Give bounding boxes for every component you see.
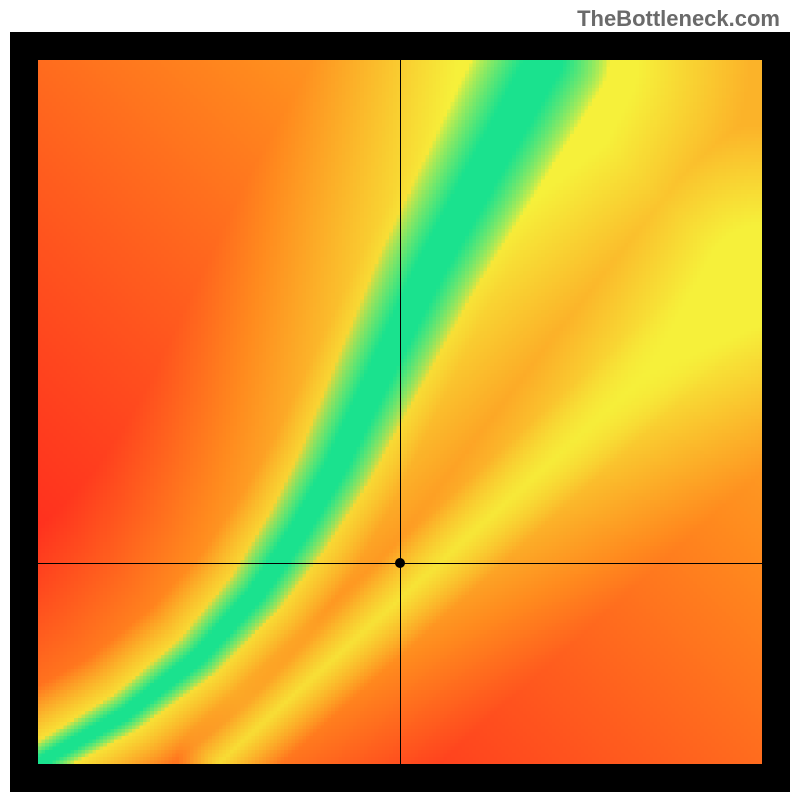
data-point-marker: [395, 558, 405, 568]
heatmap-plot-area: [38, 60, 762, 764]
chart-container: TheBottleneck.com: [0, 0, 800, 800]
watermark-text: TheBottleneck.com: [577, 6, 780, 32]
crosshair-vertical: [400, 60, 401, 764]
